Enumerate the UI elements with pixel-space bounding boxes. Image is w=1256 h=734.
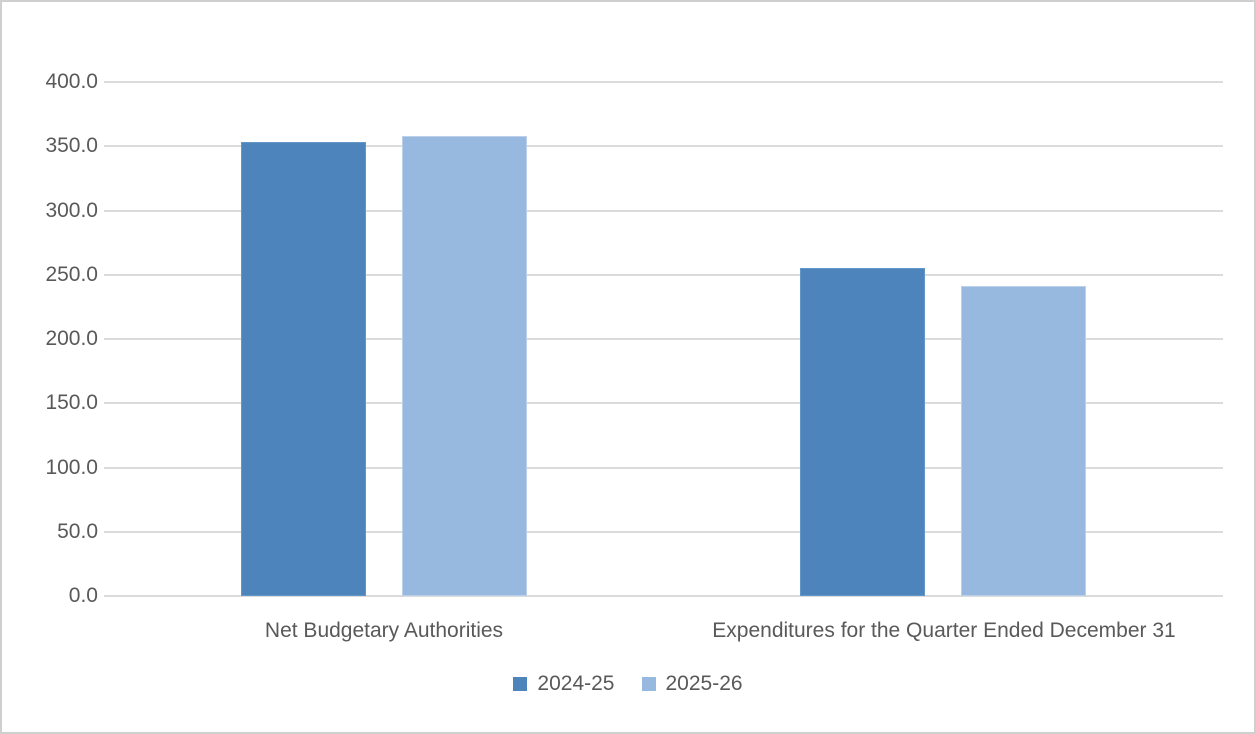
y-axis-tick-label: 0.0	[68, 584, 98, 607]
gridline	[104, 145, 1223, 148]
y-axis-tick-label: 350.0	[45, 134, 98, 158]
gridline	[104, 273, 1223, 276]
legend-swatch-2024-25-icon	[513, 677, 528, 691]
bar-2024-25-category-0	[240, 142, 366, 596]
gridline	[104, 209, 1223, 212]
gridline	[104, 595, 1223, 597]
legend-item-2025-26: 2025-26	[641, 672, 743, 696]
y-axis: 0.0 50.0 100.0 150.0 200.0 250.0 300.0 350.0 400…	[2, 70, 98, 607]
y-axis-tick-label: 250.0	[45, 262, 98, 286]
gridline	[104, 530, 1223, 533]
y-axis-tick-label: 100.0	[45, 455, 98, 479]
bar-2024-25-category-1	[800, 268, 926, 596]
legend-label-2025-26: 2025-26	[665, 672, 743, 695]
gridline	[104, 466, 1223, 469]
legend: 2024-25 2025-26	[2, 672, 1254, 696]
gridline	[104, 402, 1223, 405]
gridline	[104, 338, 1223, 340]
bar-2025-26-category-0	[401, 135, 527, 596]
y-axis-tick-label: 200.0	[45, 327, 98, 350]
bar-2025-26-category-1	[961, 286, 1087, 596]
y-axis-tick-label: 400.0	[45, 70, 98, 93]
y-axis-tick-label: 300.0	[45, 198, 98, 222]
category-label-net-budgetary-authorities: Net Budgetary Authorities	[264, 619, 504, 642]
legend-item-2024-25: 2024-25	[513, 672, 615, 696]
legend-label-2024-25: 2024-25	[537, 672, 615, 695]
plot-area	[104, 81, 1223, 597]
y-axis-tick-label: 50.0	[57, 519, 98, 543]
category-label-expenditures-quarter-ended-december-31: Expenditures for the Quarter Ended Decem…	[712, 619, 1176, 642]
gridline	[104, 81, 1223, 83]
legend-swatch-2025-26-icon	[641, 677, 656, 691]
y-axis-tick-label: 150.0	[45, 391, 98, 415]
